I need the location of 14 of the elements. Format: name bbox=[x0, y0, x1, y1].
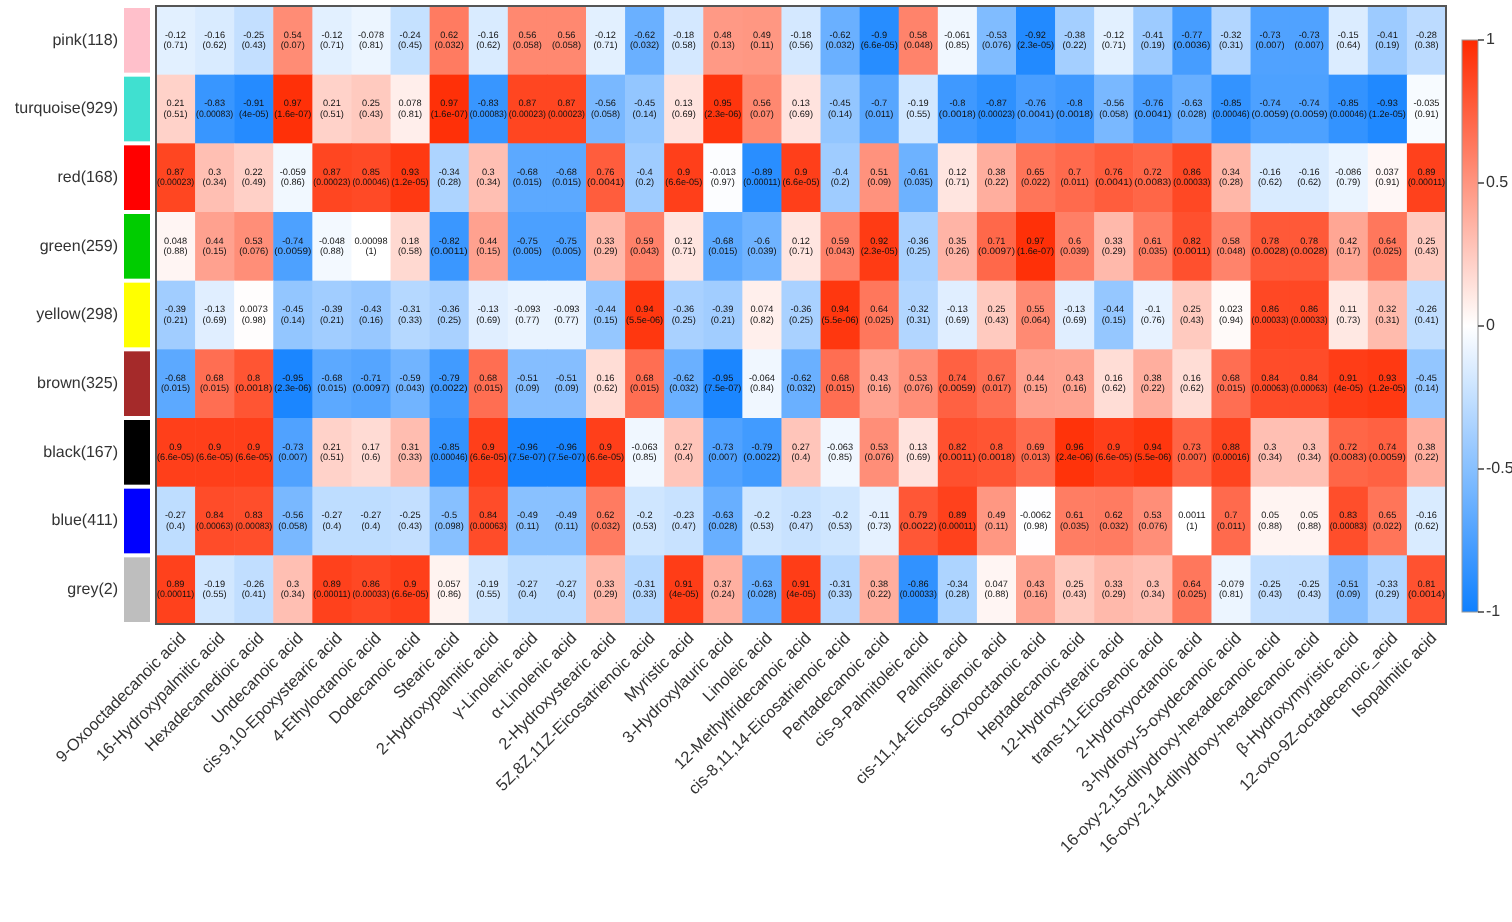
y-tick-label: pink(118) bbox=[52, 30, 119, 49]
y-tick-label: red(168) bbox=[57, 167, 119, 186]
color-bar-label: 0.5 bbox=[1486, 173, 1510, 192]
y-tick-label: black(167) bbox=[43, 442, 119, 461]
y-tick-label: green(259) bbox=[39, 236, 119, 255]
y-tick-label: turquoise(929) bbox=[14, 99, 119, 118]
y-tick-label: grey(2) bbox=[67, 579, 119, 598]
color-bar-label: -0.5 bbox=[1486, 459, 1512, 478]
y-tick-label: blue(411) bbox=[51, 511, 119, 530]
color-bar-label: -1 bbox=[1486, 602, 1502, 621]
y-tick-label: yellow(298) bbox=[36, 305, 119, 324]
color-bar-label: 0 bbox=[1486, 316, 1496, 335]
y-tick-label: brown(325) bbox=[37, 373, 119, 392]
color-bar-label: 1 bbox=[1486, 30, 1496, 49]
